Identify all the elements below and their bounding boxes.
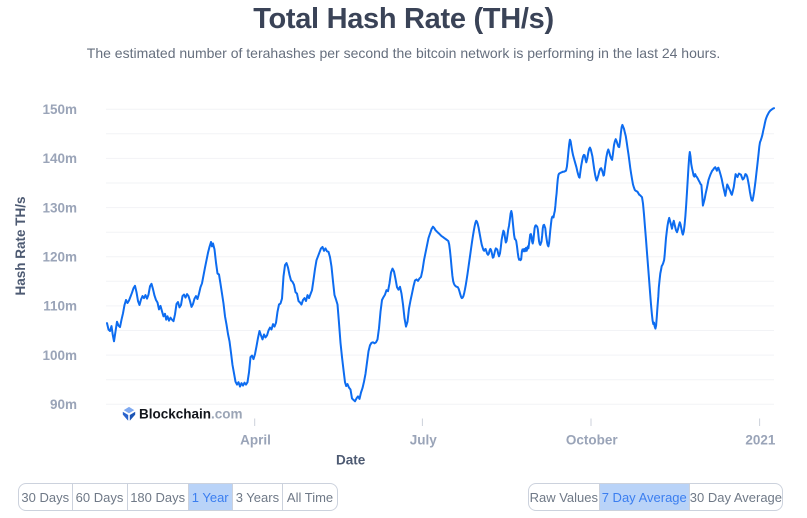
svg-text:90m: 90m bbox=[50, 397, 77, 412]
svg-text:150m: 150m bbox=[42, 102, 77, 117]
svg-text:130m: 130m bbox=[42, 200, 77, 215]
svg-text:July: July bbox=[410, 433, 438, 448]
svg-text:120m: 120m bbox=[42, 250, 77, 265]
svg-text:Hash Rate TH/s: Hash Rate TH/s bbox=[13, 196, 28, 295]
svg-text:Blockchain.com: Blockchain.com bbox=[139, 406, 243, 421]
svg-text:2021: 2021 bbox=[745, 433, 776, 448]
svg-text:October: October bbox=[566, 433, 619, 448]
svg-text:Date: Date bbox=[336, 453, 366, 468]
svg-text:110m: 110m bbox=[43, 299, 77, 314]
svg-text:April: April bbox=[240, 433, 271, 448]
svg-text:140m: 140m bbox=[42, 151, 77, 166]
svg-text:100m: 100m bbox=[42, 348, 77, 363]
